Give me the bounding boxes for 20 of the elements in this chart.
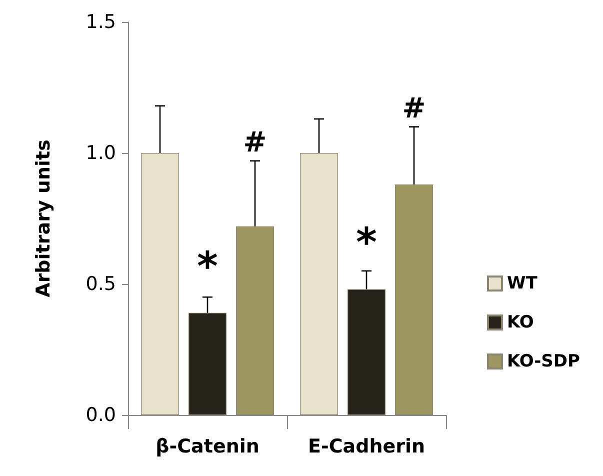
legend-label: KO-SDP: [506, 352, 580, 372]
data-label: #: [402, 91, 426, 124]
legend-label: KO: [506, 312, 534, 332]
bar: [348, 289, 386, 415]
bar: [141, 153, 179, 415]
bar: [236, 226, 274, 415]
y-tick-label: 0.0: [86, 404, 116, 426]
bar: [188, 312, 226, 415]
y-tick-label: 1.0: [86, 142, 116, 164]
bar: [395, 184, 433, 415]
y-tick-label: 0.5: [86, 273, 116, 295]
y-tick-label: 1.5: [86, 11, 116, 33]
x-tick-label: β-Catenin: [156, 436, 260, 458]
data-label: #: [243, 125, 267, 158]
data-label: *: [356, 220, 378, 266]
y-axis-title: Arbitrary units: [32, 140, 54, 298]
data-label: *: [197, 244, 218, 290]
x-tick-label: E-Cadherin: [308, 436, 426, 458]
bar: [300, 153, 338, 415]
legend-label: WT: [506, 274, 538, 294]
